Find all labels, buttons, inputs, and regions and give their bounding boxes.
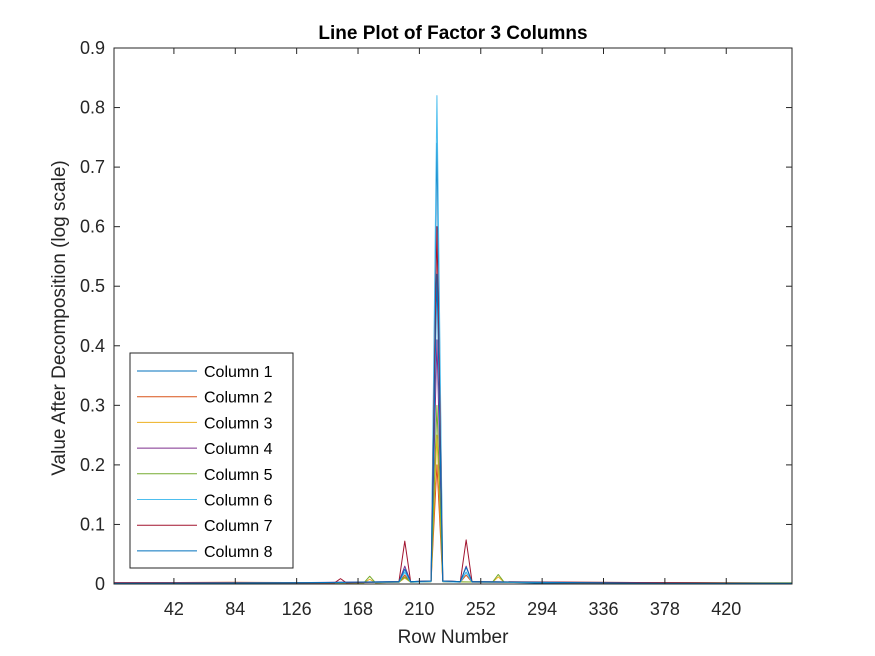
legend-label-column-6: Column 6 [204, 493, 273, 510]
x-axis: 42 84 126 168 210 252 294 336 378 420 [164, 48, 741, 619]
y-tick-label: 0.7 [80, 157, 105, 177]
y-tick-label: 0.3 [80, 395, 105, 415]
x-tick-label: 168 [343, 599, 373, 619]
y-tick-label: 0.9 [80, 38, 105, 58]
x-tick-label: 294 [527, 599, 557, 619]
series-line-column-8 [113, 273, 792, 584]
y-tick-label: 0.6 [80, 217, 105, 237]
y-tick-label: 0.4 [80, 336, 105, 356]
legend-label-column-5: Column 5 [204, 467, 273, 484]
y-axis-label: Value After Decomposition (log scale) [49, 160, 70, 475]
y-tick-label: 0.5 [80, 276, 105, 296]
x-tick-label: 420 [711, 599, 741, 619]
legend-label-column-7: Column 7 [204, 518, 273, 535]
x-tick-label: 42 [164, 599, 184, 619]
legend-label-column-3: Column 3 [204, 415, 273, 432]
y-axis: 0 0.1 0.2 0.3 0.4 0.5 0.6 0.7 0.8 0.9 [80, 38, 792, 594]
legend-box [129, 352, 294, 569]
x-tick-label: 252 [466, 599, 496, 619]
legend: Column 1 Column 2 Column 3 Column 4 Column 5… [129, 352, 294, 569]
x-tick-label: 126 [282, 599, 312, 619]
legend-label-column-8: Column 8 [204, 544, 273, 561]
x-tick-label: 210 [404, 599, 434, 619]
x-tick-label: 84 [225, 599, 245, 619]
legend-label-column-1: Column 1 [204, 364, 273, 381]
y-tick-label: 0.8 [80, 98, 105, 118]
series-line-column-6 [114, 95, 793, 584]
plot-frame [113, 47, 793, 585]
y-tick-label: 0.2 [80, 455, 105, 475]
legend-label-column-4: Column 4 [204, 441, 273, 458]
y-tick-label: 0.1 [80, 514, 105, 534]
x-tick-label: 336 [588, 599, 618, 619]
x-tick-label: 378 [650, 599, 680, 619]
chart-title: Line Plot of Factor 3 Columns [318, 23, 587, 44]
y-tick-label: 0 [95, 574, 105, 594]
x-axis-label: Row Number [398, 627, 510, 648]
series-layer [113, 95, 793, 584]
legend-label-column-2: Column 2 [204, 390, 273, 407]
